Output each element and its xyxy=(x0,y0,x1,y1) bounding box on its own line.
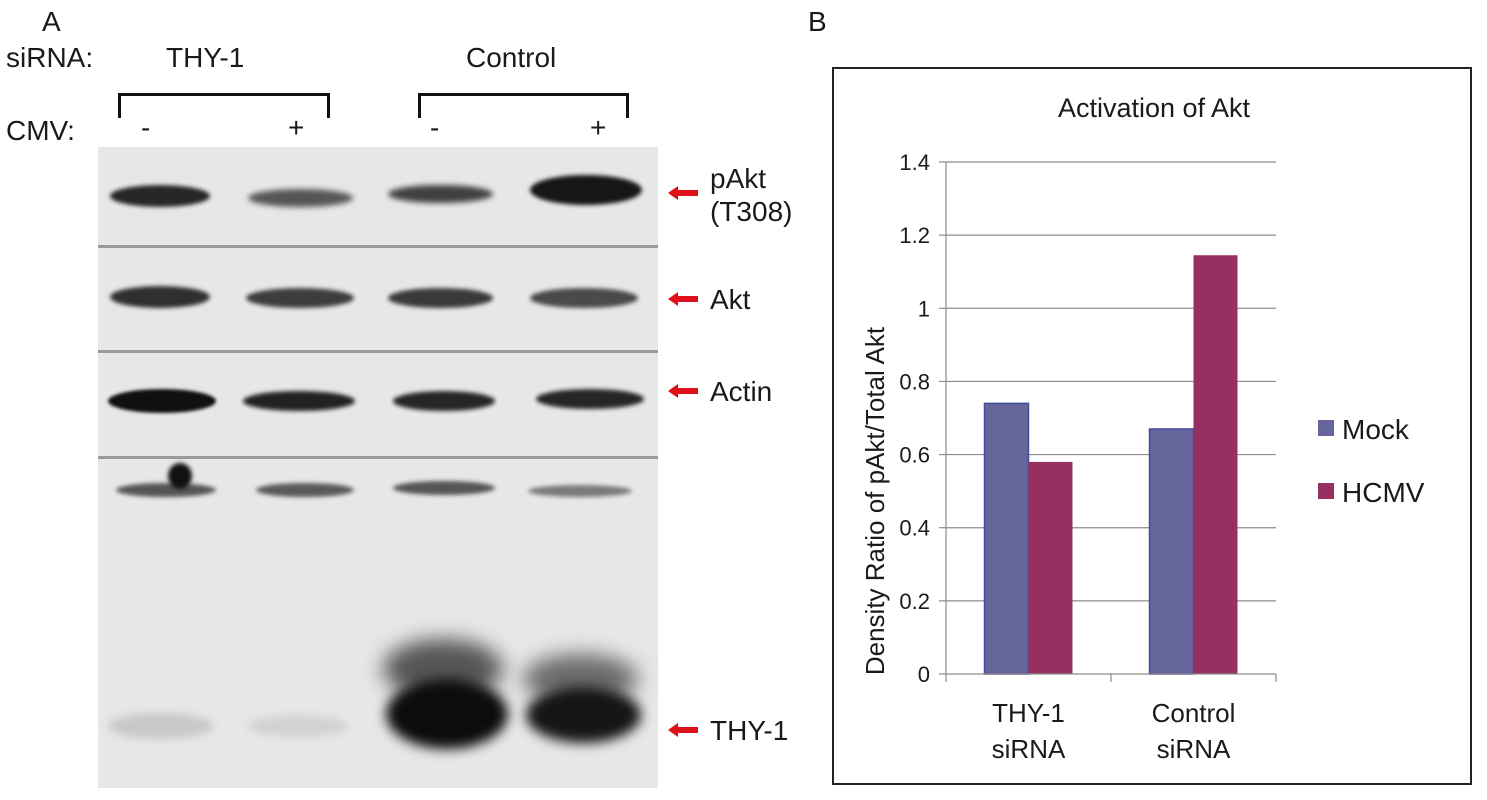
lane-1-label: - xyxy=(141,112,151,143)
y-tick-label: 1.2 xyxy=(899,223,930,248)
legend-swatch-mock xyxy=(1318,420,1334,436)
arrow-left-icon xyxy=(668,292,698,306)
band xyxy=(393,481,495,495)
bracket-thy1 xyxy=(118,93,330,118)
row-label-pakt: pAkt xyxy=(710,163,767,194)
sirna-label: siRNA: xyxy=(6,42,94,73)
x-category-label: siRNA xyxy=(992,734,1066,764)
band xyxy=(388,288,493,308)
legend-label-hcmv: HCMV xyxy=(1342,477,1425,508)
band xyxy=(108,389,216,413)
bar-mock-0 xyxy=(983,402,1030,675)
band xyxy=(110,286,210,308)
cmv-label: CMV: xyxy=(6,115,75,146)
blot-strip-actin xyxy=(98,353,658,456)
axes xyxy=(945,162,1277,682)
y-tick-label: 0.4 xyxy=(899,516,930,541)
lane-2-label: + xyxy=(288,112,305,143)
chart-frame: Activation of Akt Density Ratio of pAkt/… xyxy=(832,67,1472,785)
bar-chart: Activation of Akt Density Ratio of pAkt/… xyxy=(860,93,1425,764)
blot-divider xyxy=(98,456,658,459)
bar-mock-1 xyxy=(1148,428,1195,675)
band xyxy=(526,687,641,743)
y-tick-label: 1 xyxy=(918,296,930,321)
y-axis-ticks: 0 0.2 0.4 0.6 0.8 1 1.2 1.4 xyxy=(899,150,946,687)
bracket-control xyxy=(418,93,629,118)
band xyxy=(386,679,508,749)
x-category-label: siRNA xyxy=(1157,734,1231,764)
lane-4-label: + xyxy=(590,112,607,143)
arrow-left-icon xyxy=(668,723,698,737)
blot-divider xyxy=(98,350,658,353)
band xyxy=(393,391,495,411)
group-label-thy1: THY-1 xyxy=(166,42,245,73)
x-category-label: Control xyxy=(1152,698,1236,728)
band xyxy=(388,185,493,203)
band xyxy=(246,288,354,308)
band xyxy=(110,185,210,207)
band xyxy=(530,175,642,205)
western-blot xyxy=(98,147,658,788)
legend-swatch-hcmv xyxy=(1318,483,1334,499)
panel-b-letter: B xyxy=(808,6,827,37)
lane-3-label: - xyxy=(430,112,440,143)
blot-strip-pakt xyxy=(98,147,658,245)
y-axis-label: Density Ratio of pAkt/Total Akt xyxy=(860,326,890,675)
band xyxy=(530,288,638,308)
band xyxy=(248,189,353,207)
row-label-actin: Actin xyxy=(710,376,773,407)
band xyxy=(108,713,213,739)
blot-strip-akt xyxy=(98,248,658,350)
row-label-pakt-site: (T308) xyxy=(710,196,793,227)
bars xyxy=(983,255,1238,675)
blot-divider xyxy=(98,245,658,248)
blot-strip-thy1 xyxy=(98,459,658,788)
legend-label-mock: Mock xyxy=(1342,414,1410,445)
band xyxy=(248,715,348,737)
x-axis-categories: THY-1 siRNA Control siRNA xyxy=(992,698,1236,764)
arrow-left-icon xyxy=(668,384,698,398)
y-tick-label: 0.2 xyxy=(899,589,930,614)
band xyxy=(116,483,216,497)
bar-hcmv-1 xyxy=(1193,255,1238,674)
legend: Mock HCMV xyxy=(1318,414,1425,508)
y-tick-label: 1.4 xyxy=(899,150,930,175)
y-tick-label: 0.6 xyxy=(899,443,930,468)
band xyxy=(243,391,355,411)
panel-a-letter: A xyxy=(42,6,61,37)
bar-hcmv-0 xyxy=(1028,461,1073,674)
row-label-akt: Akt xyxy=(710,284,751,315)
y-tick-label: 0 xyxy=(918,662,930,687)
chart-title: Activation of Akt xyxy=(1058,93,1251,123)
x-category-label: THY-1 xyxy=(992,698,1065,728)
band xyxy=(168,463,192,489)
band xyxy=(256,483,354,497)
y-tick-label: 0.8 xyxy=(899,369,930,394)
arrow-left-icon xyxy=(668,186,698,200)
band xyxy=(536,389,644,409)
band xyxy=(528,485,632,497)
group-label-control: Control xyxy=(466,42,557,73)
row-label-thy1: THY-1 xyxy=(710,715,789,746)
